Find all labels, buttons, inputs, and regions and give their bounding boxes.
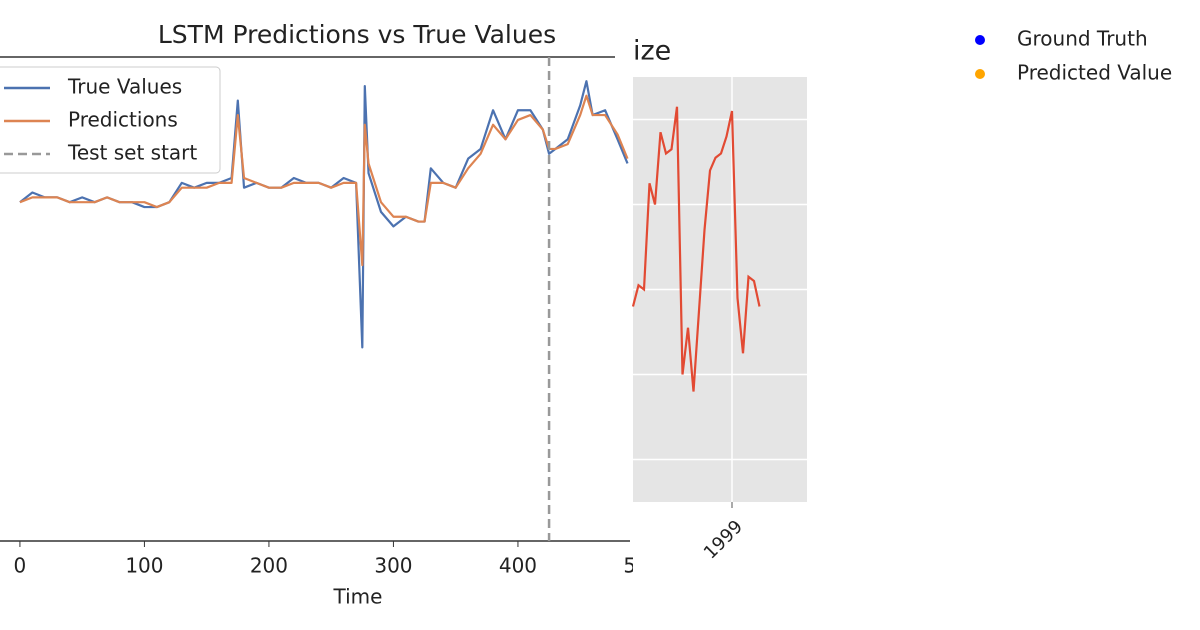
x-tick-label: 0 (14, 554, 27, 578)
x-tick-label: 500 (623, 554, 661, 578)
series-line (631, 106, 761, 392)
lstm-chart: LSTM Predictions vs True Values Time 0 10… (0, 20, 661, 609)
legend-label: Predicted Value (1017, 61, 1172, 85)
legend-label: True Values (67, 75, 182, 99)
legend-box (0, 66, 221, 174)
fragment-chart: ize 1999 (631, 36, 807, 563)
legend-label: Test set start (67, 141, 197, 165)
legend-chart: Ground Truth Predicted Value (975, 27, 1172, 85)
x-axis-label: Time (333, 585, 383, 609)
series-line (19, 94, 629, 267)
chart-title: LSTM Predictions vs True Values (158, 20, 556, 49)
x-tick-label: 300 (374, 554, 412, 578)
x-tick-label: 400 (499, 554, 537, 578)
legend-label: Predictions (68, 108, 178, 132)
legend-marker (975, 69, 985, 79)
legend-label: Ground Truth (1017, 27, 1148, 51)
x-tick-label: 100 (125, 554, 163, 578)
x-tick-label: 200 (250, 554, 288, 578)
chart-title: ize (633, 36, 671, 67)
legend-marker (975, 35, 985, 45)
